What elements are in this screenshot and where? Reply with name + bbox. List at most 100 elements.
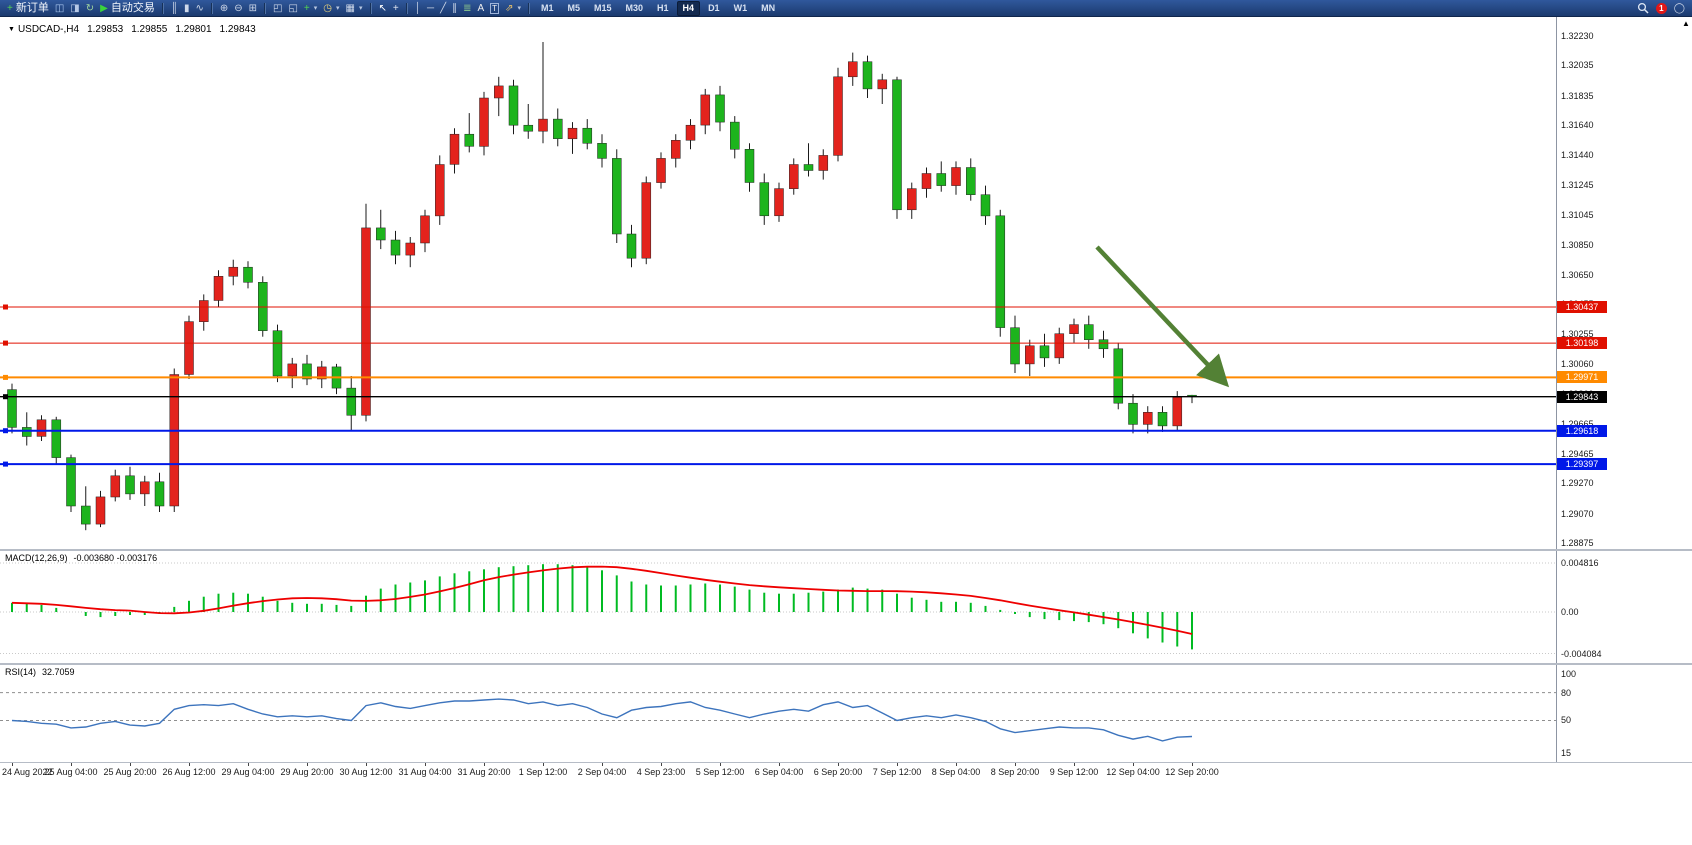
rsi-canvas[interactable] bbox=[0, 665, 1692, 762]
text-tool-button[interactable]: A bbox=[475, 1, 488, 16]
label-tool-icon: T bbox=[490, 2, 500, 14]
toolbar-separator bbox=[527, 2, 530, 14]
candle bbox=[907, 182, 917, 219]
trendline-tool-button[interactable]: ╱ bbox=[437, 1, 449, 16]
channel-tool-button[interactable]: ∥ bbox=[449, 1, 460, 16]
candle bbox=[302, 354, 312, 386]
candle bbox=[346, 376, 357, 431]
line-handle[interactable] bbox=[3, 340, 8, 346]
timeframe-m1-button[interactable]: M1 bbox=[540, 2, 554, 13]
cursor-tool-button[interactable]: ↖ bbox=[376, 1, 390, 16]
quote-close: 1.29843 bbox=[219, 24, 256, 35]
time-axis-tick bbox=[543, 762, 544, 766]
period-clock-icon: ◷ bbox=[323, 2, 333, 14]
timeframe-m5-button[interactable]: M5 bbox=[567, 2, 580, 13]
candle bbox=[376, 209, 386, 250]
horizontal-line-tool-button[interactable]: ─ bbox=[424, 1, 437, 16]
zoom-in-button[interactable]: ⊕ bbox=[217, 1, 231, 16]
time-axis-tick bbox=[897, 762, 898, 766]
macd-canvas[interactable] bbox=[0, 551, 1692, 663]
price-level-badge: 1.30198 bbox=[1557, 337, 1607, 350]
timeframe-m30-button[interactable]: M30 bbox=[625, 2, 644, 13]
candle bbox=[361, 203, 371, 422]
time-axis-label: 1 Sep 12:00 bbox=[518, 767, 568, 777]
account-status-icon[interactable]: ◯ bbox=[1673, 2, 1685, 14]
arrows-tool-button[interactable]: ⇗ ▾ bbox=[502, 1, 524, 16]
bar-chart-mode-button[interactable]: ║ bbox=[168, 1, 181, 16]
line-handle[interactable] bbox=[3, 461, 8, 467]
scroll-anchor-icon[interactable]: ▲ bbox=[1682, 19, 1690, 28]
quote-open: 1.29853 bbox=[87, 24, 124, 35]
line-handle[interactable] bbox=[3, 428, 8, 434]
candle bbox=[612, 149, 622, 243]
timeframe-mn-button[interactable]: MN bbox=[761, 2, 776, 13]
tile-windows-button[interactable]: ⊞ bbox=[246, 1, 260, 16]
arrange-vertical-button[interactable]: ◱ bbox=[285, 1, 300, 16]
price-axis-label: 1.30060 bbox=[1561, 358, 1594, 369]
notification-badge[interactable]: 1 bbox=[1655, 2, 1667, 14]
time-axis-tick bbox=[189, 762, 190, 766]
timeframe-h1-button[interactable]: H1 bbox=[657, 2, 669, 13]
candle bbox=[936, 161, 947, 192]
rsi-axis-label: 100 bbox=[1561, 669, 1577, 679]
line-chart-mode-button[interactable]: ∿ bbox=[192, 1, 206, 16]
rsi-axis-label: 50 bbox=[1561, 715, 1572, 726]
timeframe-d1-button[interactable]: D1 bbox=[708, 2, 720, 13]
auto-trading-button[interactable]: ▶ 自动交易 bbox=[97, 1, 158, 16]
refresh-icon[interactable]: ↻ bbox=[83, 1, 97, 16]
candle bbox=[715, 85, 725, 132]
candle bbox=[641, 176, 652, 265]
vertical-line-tool-button[interactable]: │ bbox=[412, 1, 424, 16]
panel-separator[interactable] bbox=[0, 549, 1692, 551]
time-axis-label: 2 Sep 04:00 bbox=[577, 767, 627, 777]
time-axis-label: 24 Aug 2022 bbox=[2, 767, 53, 777]
main-chart-canvas[interactable] bbox=[0, 17, 1692, 549]
time-axis-label: 6 Sep 20:00 bbox=[813, 767, 863, 777]
chart-window-icon: ◫ bbox=[54, 2, 65, 14]
price-axis-label: 1.30650 bbox=[1561, 269, 1594, 280]
chart-window-icon[interactable]: ◫ bbox=[52, 1, 67, 16]
timeframe-h4-button[interactable]: H4 bbox=[676, 0, 701, 16]
candle bbox=[1054, 327, 1065, 364]
candlestick-mode-button[interactable]: ▮ bbox=[181, 1, 193, 16]
trend-arrow-annotation[interactable] bbox=[1095, 245, 1230, 388]
profiles-icon[interactable]: ◨ bbox=[67, 1, 82, 16]
price-axis-label: 1.31245 bbox=[1561, 179, 1594, 190]
timeframe-m15-button[interactable]: M15 bbox=[594, 2, 612, 13]
candle bbox=[199, 294, 209, 331]
candle bbox=[567, 122, 578, 154]
candle bbox=[1143, 406, 1153, 434]
candle bbox=[759, 173, 770, 225]
panel-separator[interactable] bbox=[0, 663, 1692, 665]
candle bbox=[243, 261, 253, 289]
timeframe-w1-button[interactable]: W1 bbox=[733, 2, 748, 13]
add-indicator-button[interactable]: + ▾ bbox=[301, 1, 320, 16]
symbol-dropdown-icon[interactable]: ▼ bbox=[8, 26, 15, 33]
candle bbox=[553, 108, 563, 147]
label-tool-button[interactable]: T bbox=[487, 1, 502, 16]
price-level-badge: 1.29971 bbox=[1557, 371, 1607, 384]
candle bbox=[523, 104, 534, 139]
time-axis-label: 5 Sep 12:00 bbox=[695, 767, 745, 777]
time-axis-tick bbox=[1133, 762, 1134, 766]
template-button[interactable]: ▦ ▾ bbox=[343, 1, 366, 16]
line-handle[interactable] bbox=[3, 374, 8, 380]
main-chart-panel: ▼ USDCAD-,H4 1.29853 1.29855 1.29801 1.2… bbox=[0, 17, 1692, 549]
candle bbox=[656, 152, 666, 189]
arrange-horizontal-icon: ◰ bbox=[273, 2, 283, 14]
zoom-out-button[interactable]: ⊖ bbox=[231, 1, 245, 16]
search-icon[interactable] bbox=[1637, 2, 1649, 14]
line-handle[interactable] bbox=[3, 394, 8, 400]
period-clock-button[interactable]: ◷ ▾ bbox=[320, 1, 342, 16]
candle bbox=[1025, 339, 1035, 376]
time-axis[interactable]: 24 Aug 2022 25 Aug 04:00 25 Aug 20:00 26 Au… bbox=[0, 762, 1692, 784]
candle bbox=[671, 134, 681, 168]
candle bbox=[803, 143, 814, 177]
candle bbox=[140, 475, 150, 506]
line-handle[interactable] bbox=[3, 304, 8, 310]
new-order-button[interactable]: + 新订单 bbox=[4, 1, 52, 16]
arrange-horizontal-button[interactable]: ◰ bbox=[270, 1, 285, 16]
macd-values: -0.003680 -0.003176 bbox=[73, 553, 158, 563]
fibonacci-tool-button[interactable]: ≣ bbox=[460, 1, 474, 16]
crosshair-tool-button[interactable]: + bbox=[390, 1, 402, 16]
